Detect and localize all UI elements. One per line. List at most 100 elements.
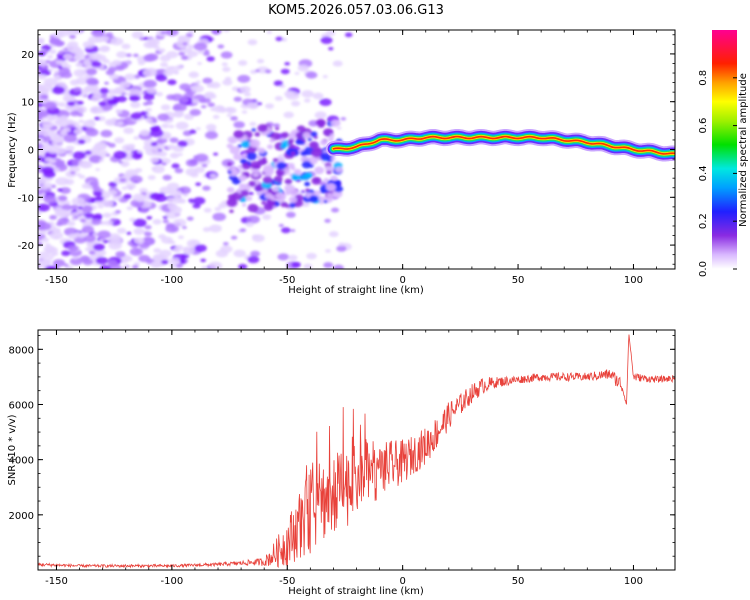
spectrogram-noise-blob [41, 166, 55, 175]
spectrogram-noise-blob [197, 62, 203, 65]
spectrogram-noise-blob [95, 36, 105, 43]
spectrogram-noise-blob [323, 262, 334, 269]
spectrogram-noise-blob [280, 68, 290, 75]
spectrogram-noise-blob [155, 74, 168, 82]
spectrogram-noise-blob [161, 259, 169, 265]
spectrogram-noise-blob [87, 119, 95, 124]
spectrogram-noise-blob [195, 182, 202, 186]
spectrogram-noise-blob [104, 118, 117, 126]
spectrogram-noise-blob [38, 58, 44, 64]
spectrogram-noise-blob [290, 229, 296, 233]
spectrogram-noise-blob [38, 143, 44, 150]
spectrogram-noise-blob [288, 254, 298, 261]
spectrogram-noise-blob [86, 68, 98, 76]
spectrogram-noise-blob [64, 96, 75, 103]
spectrogram-noise-blob [226, 107, 237, 114]
spectrogram-noise-blob [131, 152, 143, 160]
spectrogram-noise-blob [167, 203, 177, 210]
spectrogram-noise-blob [305, 71, 318, 79]
spectrogram-noise-blob [84, 247, 92, 252]
spectrogram-noise-blob [75, 62, 83, 68]
spectrogram-noise-blob [332, 60, 343, 67]
spectrogram-transition-blob [289, 202, 296, 208]
spectrogram-noise-blob [241, 110, 248, 114]
spectrogram-noise-blob [134, 168, 143, 173]
spectrogram-noise-blob [43, 245, 56, 253]
spectrogram-y-tick-label: -20 [18, 241, 34, 252]
spectrogram-noise-blob [116, 121, 124, 126]
spectrogram-noise-blob [126, 231, 132, 235]
spectrogram-noise-blob [108, 181, 118, 188]
spectrogram-noise-blob [61, 250, 71, 257]
spectrogram-noise-blob [208, 224, 222, 233]
spectrogram-noise-blob [191, 241, 197, 245]
spectrogram-noise-blob [187, 50, 199, 58]
spectrogram-noise-blob [97, 204, 104, 209]
spectrogram-noise-blob [274, 96, 283, 101]
spectrogram-noise-blob [182, 193, 189, 197]
spectrogram-noise-blob [74, 53, 86, 60]
spectrogram-noise-blob [89, 52, 102, 61]
spectrogram-y-ticks: -20 -10 0 10 20 [18, 34, 675, 265]
spectrogram-noise-blob [233, 249, 246, 258]
snr-y-tick-label: 4000 [9, 456, 34, 467]
spectrogram-noise-blob [73, 128, 84, 135]
spectrogram-noise-blob [146, 216, 153, 220]
spectrogram-noise-blob [38, 203, 50, 212]
spectrogram-noise-blob [107, 95, 114, 100]
spectrogram-noise-blob [188, 71, 200, 78]
spectrogram-noise-blob [175, 65, 183, 70]
spectrogram-noise-blob [189, 108, 201, 116]
spectrogram-noise-blob [48, 49, 57, 55]
spectrogram-noise-blob [149, 128, 164, 138]
spectrogram-noise-blob [151, 262, 157, 266]
spectrogram-transition-blob [316, 119, 326, 127]
spectrogram-noise-blob [38, 222, 52, 231]
spectrogram-transition-blob [288, 196, 298, 204]
spectrogram-noise-blob [294, 71, 300, 75]
spectrogram-noise-blob [179, 260, 187, 265]
spectrogram-transition-blob [258, 191, 263, 195]
spectrogram-noise-blob [322, 75, 328, 79]
spectrogram-noise-blob [247, 255, 260, 264]
spectrogram-noise-blob [173, 110, 185, 117]
spectrogram-noise-blob [203, 207, 212, 213]
spectrogram-noise-blob [58, 195, 68, 202]
spectrogram-transition-blob [275, 192, 285, 200]
spectrogram-transition-blob [334, 180, 341, 185]
spectrogram-noise-blob [55, 59, 64, 65]
colorbar-tick-label: 0.8 [698, 70, 709, 86]
spectrogram-transition-blob [245, 195, 253, 202]
spectrogram-noise-blob [108, 189, 118, 196]
spectrogram-transition-blob [263, 203, 274, 211]
spectrogram-noise-blob [125, 182, 137, 190]
spectrogram-transition-blob [319, 139, 328, 146]
spectrogram-noise-blob [58, 115, 69, 122]
spectrogram-noise-blob [102, 200, 114, 207]
spectrogram-transition-blob [280, 201, 288, 208]
spectrogram-noise-blob [286, 90, 293, 95]
spectrogram-noise-blob [78, 160, 91, 168]
spectrogram-noise-blob [217, 44, 225, 49]
spectrogram-noise-blob [340, 117, 347, 121]
spectrogram-noise-blob [136, 198, 144, 203]
spectrogram-x-tick-label: 50 [512, 275, 525, 286]
spectrogram-y-tick-label: 0 [28, 146, 34, 157]
spectrogram-transition-blob [241, 140, 251, 148]
colorbar-gradient [712, 30, 737, 269]
spectrogram-noise-blob [58, 67, 71, 75]
colorbar-label: Normalized spectral amplitude [738, 73, 749, 227]
spectrogram-noise-blob [97, 230, 111, 239]
spectrogram-transition-blob [273, 175, 283, 183]
spectrogram-noise-blob [54, 70, 60, 74]
spectrogram-transition-blob [316, 195, 324, 201]
spectrogram-noise-blob [172, 247, 182, 253]
spectrogram-transition-blob [229, 209, 234, 213]
spectrogram-noise-blob [233, 96, 242, 102]
spectrogram-noise-blob [123, 127, 134, 134]
spectrogram-transition-blob [227, 170, 232, 174]
spectrogram-transition-blob [270, 132, 281, 141]
spectrogram-transition-blob [241, 153, 248, 158]
spectrogram-noise-blob [177, 140, 188, 148]
